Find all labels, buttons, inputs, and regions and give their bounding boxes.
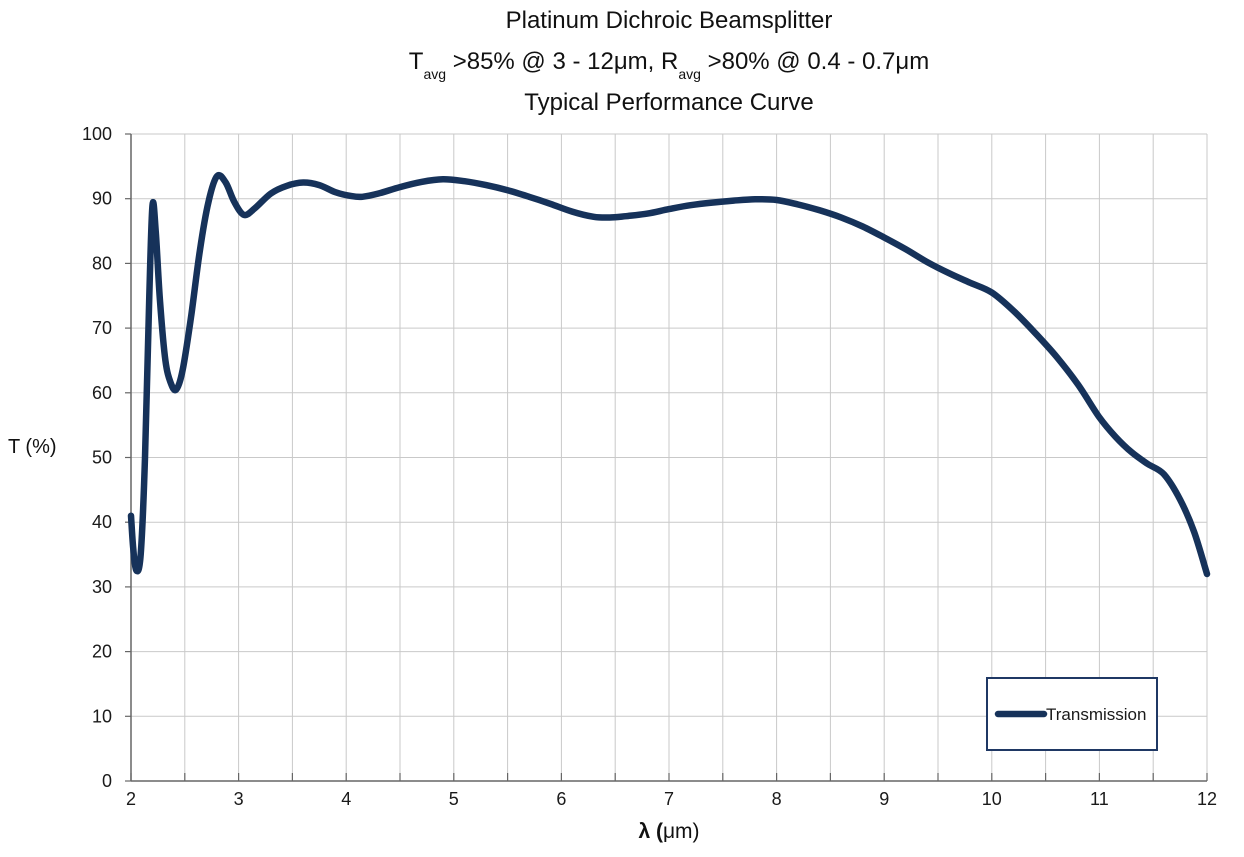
title-subscript: avg bbox=[678, 65, 701, 82]
y-tick-label: 0 bbox=[102, 771, 112, 791]
y-tick-label: 100 bbox=[82, 124, 112, 144]
y-tick-label: 50 bbox=[92, 448, 112, 468]
y-tick-label: 10 bbox=[92, 706, 112, 726]
title-segment: T bbox=[408, 48, 424, 75]
x-tick-label: 10 bbox=[982, 789, 1002, 809]
title-subscript: avg bbox=[423, 65, 447, 82]
x-tick-label: 2 bbox=[126, 789, 136, 809]
title-segment: >85% @ 3 - 12μm, R bbox=[446, 48, 679, 75]
x-tick-label: 4 bbox=[341, 789, 351, 809]
y-tick-label: 90 bbox=[92, 189, 112, 209]
y-tick-label: 80 bbox=[92, 253, 112, 273]
x-tick-label: 8 bbox=[772, 789, 782, 809]
chart-title-line-2: Tavg >85% @ 3 - 12μm, Ravg >80% @ 0.4 - … bbox=[131, 41, 1207, 82]
x-tick-label: 6 bbox=[556, 789, 566, 809]
x-tick-label: 7 bbox=[664, 789, 674, 809]
legend-label: Transmission bbox=[1046, 705, 1146, 724]
chart-title-line-1: Platinum Dichroic Beamsplitter bbox=[505, 7, 833, 34]
x-tick-label: 5 bbox=[449, 789, 459, 809]
transmission-curve bbox=[127, 171, 1211, 578]
y-tick-label: 20 bbox=[92, 642, 112, 662]
y-tick-label: 60 bbox=[92, 383, 112, 403]
y-axis-title: T (%) bbox=[8, 436, 57, 458]
chart-title-line-3: Typical Performance Curve bbox=[524, 89, 814, 116]
x-axis-title-symbol: λ ( bbox=[638, 820, 663, 843]
y-tick-label: 30 bbox=[92, 577, 112, 597]
x-tick-label: 9 bbox=[879, 789, 889, 809]
title-segment: >80% @ 0.4 - 0.7μm bbox=[700, 48, 930, 75]
y-tick-label: 40 bbox=[92, 512, 112, 532]
x-axis-title: λ (μm) bbox=[131, 820, 1207, 844]
x-tick-label: 3 bbox=[234, 789, 244, 809]
x-tick-label: 11 bbox=[1090, 789, 1109, 809]
y-tick-label: 70 bbox=[92, 318, 112, 338]
chart-title: Platinum Dichroic Beamsplitter Tavg >85%… bbox=[131, 0, 1207, 123]
x-axis-title-unit: μm) bbox=[662, 820, 700, 843]
x-tick-label: 12 bbox=[1197, 789, 1217, 809]
